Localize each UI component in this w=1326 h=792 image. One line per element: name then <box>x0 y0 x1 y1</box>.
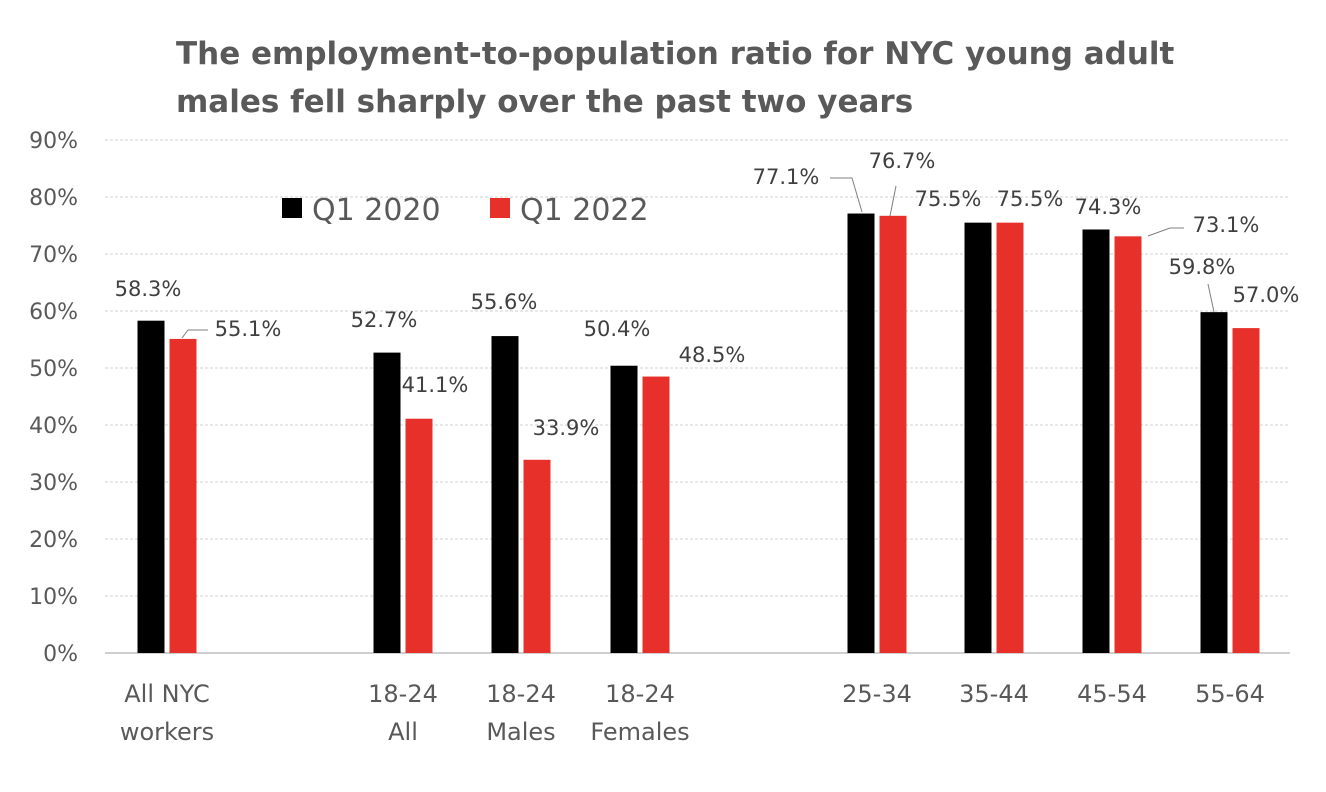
bar-q1-2020 <box>1200 312 1228 653</box>
bar-q1-2022 <box>879 215 907 653</box>
bar-q1-2020 <box>137 320 165 653</box>
x-category-label: All NYC <box>124 680 209 708</box>
y-tick-label: 0% <box>43 642 78 667</box>
data-label-q1-2022: 33.9% <box>533 416 600 440</box>
bars <box>137 213 1260 654</box>
x-category-label: 25-34 <box>842 680 912 708</box>
data-label-q1-2020: 52.7% <box>351 308 418 332</box>
x-category-label: Males <box>486 718 555 746</box>
y-tick-label: 10% <box>29 585 78 610</box>
data-label-q1-2020: 59.8% <box>1169 255 1236 279</box>
bar-q1-2020 <box>964 222 992 653</box>
bar-q1-2022 <box>996 222 1024 653</box>
data-label-q1-2020: 50.4% <box>584 317 651 341</box>
data-label-q1-2022: 73.1% <box>1193 213 1260 237</box>
bar-q1-2020 <box>847 213 875 653</box>
data-label-q1-2020: 58.3% <box>115 277 182 301</box>
bar-q1-2020 <box>491 336 519 653</box>
data-label-q1-2020: 55.6% <box>471 290 538 314</box>
chart-title-line-2: males fell sharply over the past two yea… <box>176 84 913 120</box>
x-category-label: 18-24 <box>605 680 675 708</box>
label-leader-line <box>181 329 208 339</box>
x-category-label: 18-24 <box>368 680 438 708</box>
y-tick-label: 90% <box>29 129 78 154</box>
y-tick-label: 60% <box>29 300 78 325</box>
data-label-q1-2022: 57.0% <box>1233 283 1300 307</box>
data-label-q1-2020: 75.5% <box>915 187 982 211</box>
y-tick-label: 30% <box>29 471 78 496</box>
y-tick-label: 40% <box>29 414 78 439</box>
x-category-label: 55-64 <box>1195 680 1265 708</box>
label-leader-line <box>1147 227 1184 237</box>
gridlines <box>105 139 1290 654</box>
data-label-q1-2020: 77.1% <box>753 165 820 189</box>
legend-swatch-q1-2022 <box>490 198 510 218</box>
x-category-label: 18-24 <box>486 680 556 708</box>
bar-q1-2022 <box>523 459 551 653</box>
bar-q1-2020 <box>1082 229 1110 654</box>
x-axis-categories: All NYC workers 18-24 All 18-24 Males 18-24 Fem… <box>120 680 1265 746</box>
bar-q1-2020 <box>610 365 638 653</box>
data-label-q1-2022: 41.1% <box>402 373 469 397</box>
data-label-q1-2022: 48.5% <box>679 343 746 367</box>
y-tick-label: 70% <box>29 243 78 268</box>
y-tick-label: 80% <box>29 186 78 211</box>
x-category-label: 45-54 <box>1077 680 1147 708</box>
data-labels: 58.3% 55.1% 52.7% 41.1% 55.6% 33.9% 50.4% 48.5%… <box>115 149 1300 440</box>
legend-label-q1-2020: Q1 2020 <box>312 193 441 228</box>
data-label-q1-2020: 74.3% <box>1075 195 1142 219</box>
x-category-label: workers <box>120 718 214 746</box>
y-tick-label: 50% <box>29 357 78 382</box>
x-category-label: Females <box>590 718 689 746</box>
x-category-label: All <box>388 718 418 746</box>
label-leader-line <box>1207 283 1215 313</box>
bar-q1-2022 <box>1232 328 1260 653</box>
data-label-q1-2022: 76.7% <box>869 149 936 173</box>
legend: Q1 2020 Q1 2022 <box>282 193 649 228</box>
data-label-q1-2022: 75.5% <box>997 187 1064 211</box>
bar-q1-2020 <box>373 352 401 653</box>
bar-q1-2022 <box>1114 236 1142 653</box>
legend-swatch-q1-2020 <box>282 198 302 218</box>
x-category-label: 35-44 <box>959 680 1029 708</box>
label-leader-line <box>889 185 897 217</box>
chart-title-line-1: The employment-to-population ratio for N… <box>176 36 1175 72</box>
y-tick-label: 20% <box>29 528 78 553</box>
bar-q1-2022 <box>169 338 197 653</box>
bar-q1-2022 <box>405 418 433 653</box>
label-leader-line <box>830 177 863 213</box>
data-label-q1-2022: 55.1% <box>215 317 282 341</box>
legend-label-q1-2022: Q1 2022 <box>520 193 649 228</box>
bar-q1-2022 <box>642 376 670 653</box>
y-axis-ticks: 0% 10% 20% 30% 40% 50% 60% 70% 80% 90% <box>29 129 78 667</box>
label-leaders <box>181 177 1215 339</box>
